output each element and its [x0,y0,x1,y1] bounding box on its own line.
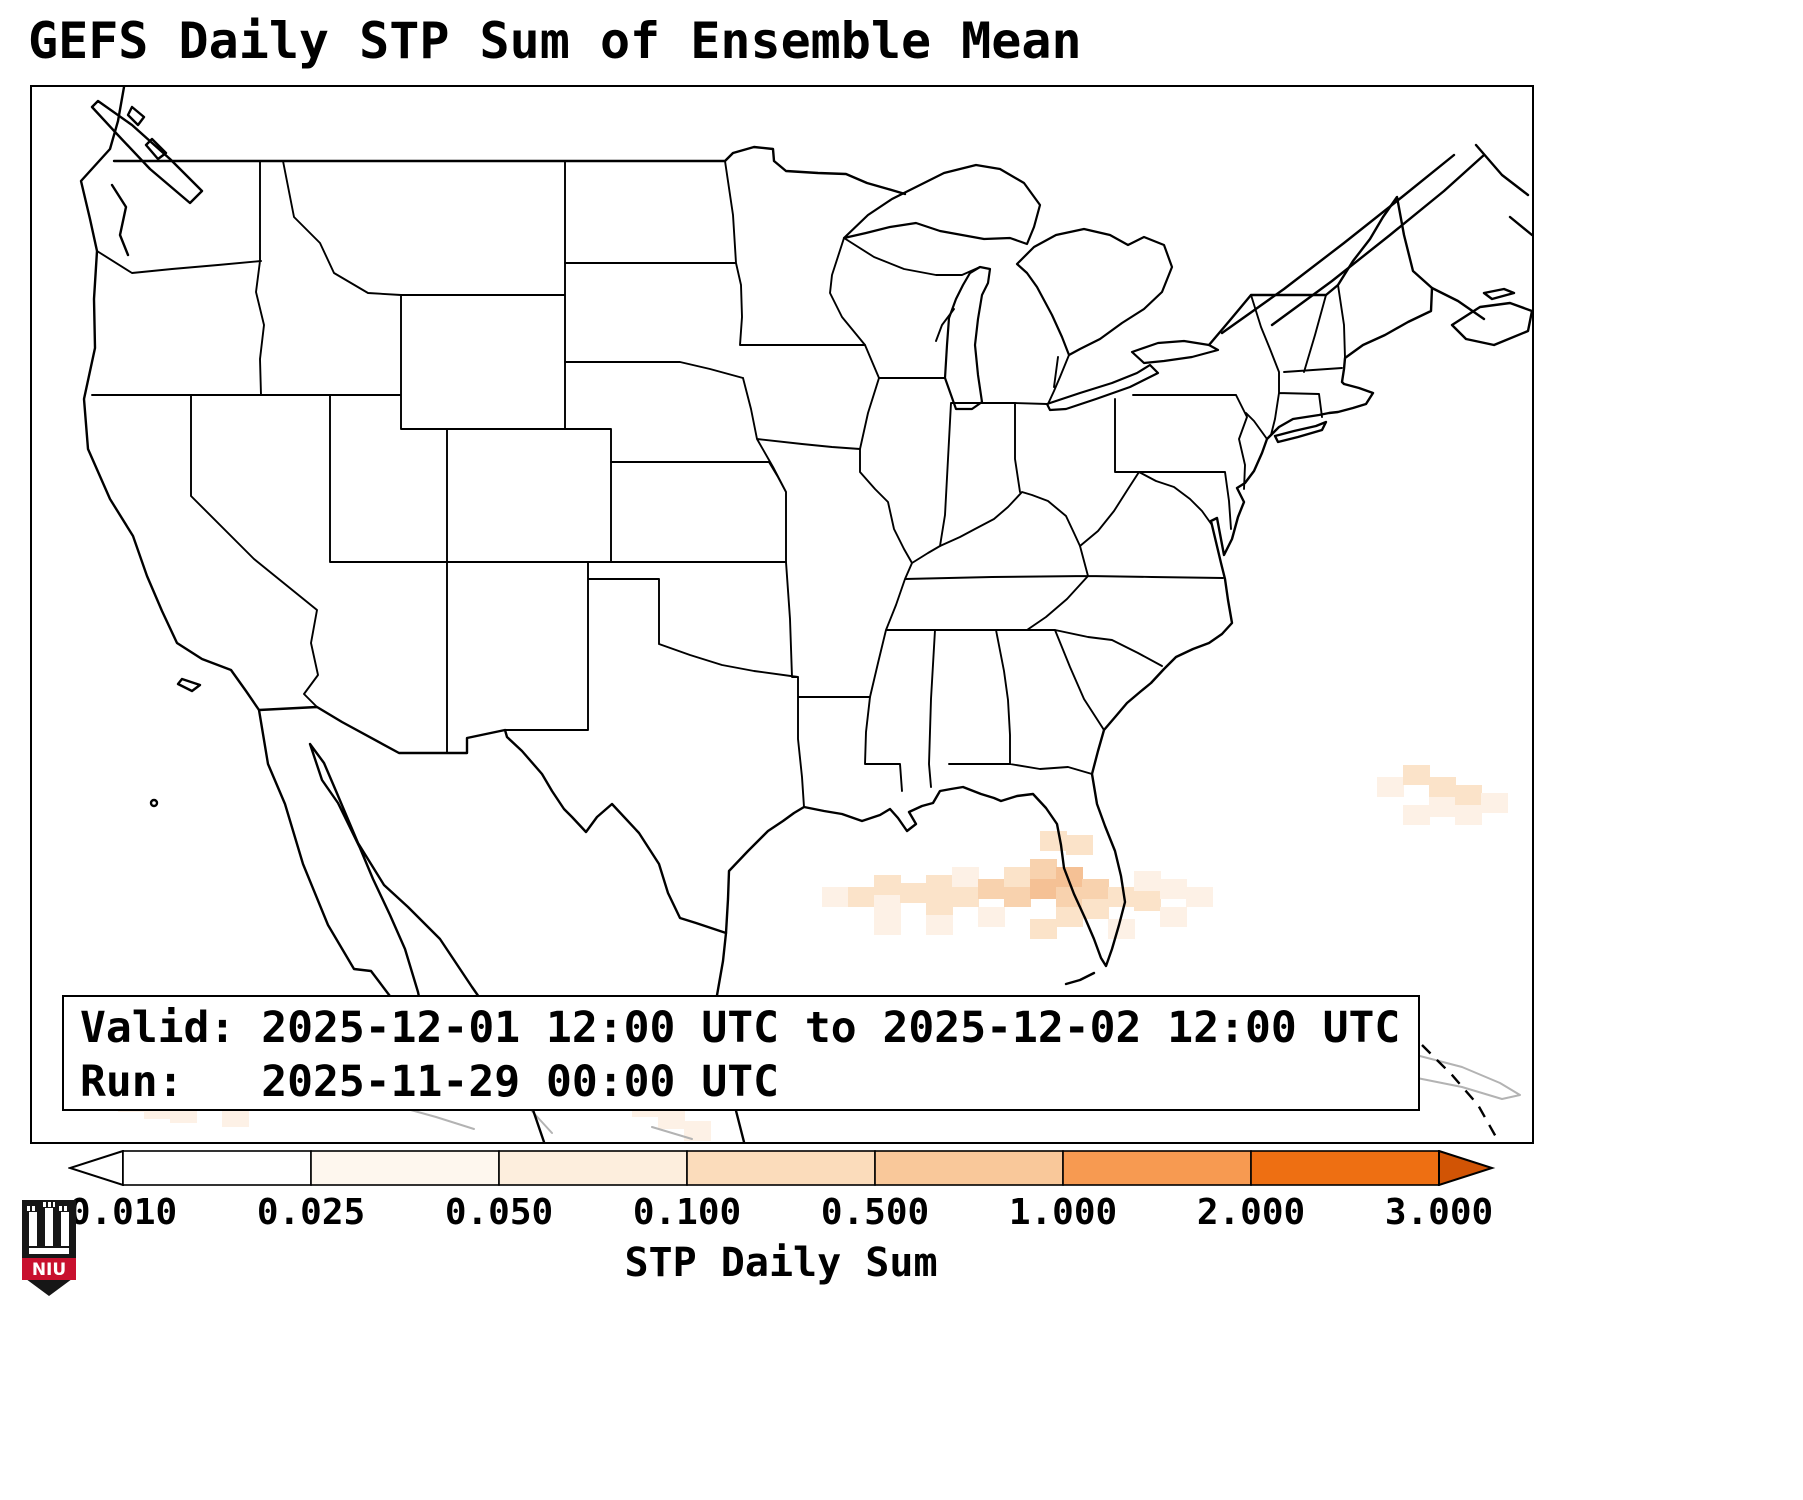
colorbar-segment [310,1150,500,1186]
state-borders [91,160,1346,808]
great-lakes [842,163,1220,412]
state-borders-west [91,160,787,754]
lake-huron [1015,227,1174,357]
colorbar-tick: 3.000 [1384,1192,1494,1233]
canada-border-49th [112,145,907,196]
lake-erie [1045,363,1160,412]
gulf-atlantic-coast [724,195,1434,968]
colorbar-segment [686,1150,876,1186]
state-borders-northeast [829,237,1346,547]
long-island [1273,420,1328,444]
dashed-bank-line [1421,1044,1498,1138]
valid-run-box: Valid: 2025-12-01 12:00 UTC to 2025-12-0… [62,995,1420,1111]
colorbar-label: STP Daily Sum [624,1240,938,1286]
colorbar-segment [874,1150,1064,1186]
castle-icon [27,1202,69,1254]
colorbar-tick: 1.000 [1008,1192,1118,1233]
colorbar-segment [498,1150,688,1186]
colorbar-segment [1062,1150,1252,1186]
colorbar-segment [1250,1150,1440,1186]
niu-banner [22,1258,76,1280]
run-line: Run: 2025-11-29 00:00 UTC [80,1057,779,1107]
map-canvas [79,87,1532,1142]
stp-shading-cells [92,765,1508,1141]
colorbar-segments [122,1150,1440,1186]
guadalupe-island [149,798,159,808]
niu-text: NIU [32,1260,66,1280]
coastlines-national-borders [79,87,1532,1142]
colorbar-tick: 0.025 [256,1192,366,1233]
lake-superior [842,163,1042,246]
pacific-northwest-islands [90,99,204,257]
colorbar-segment [122,1150,312,1186]
colorbar-over-arrow [1438,1150,1496,1186]
lake-ontario [1130,339,1220,365]
colorbar [68,1150,1496,1186]
canada-east-coast [1220,143,1532,347]
mexico-east-rio-grande-border [257,705,746,1142]
valid-line: Valid: 2025-12-01 12:00 UTC to 2025-12-0… [80,1003,1401,1053]
conus-map: Valid: 2025-12-01 12:00 UTC to 2025-12-0… [30,85,1534,1144]
state-borders-central [504,160,871,808]
small-islands-keys [176,677,1096,986]
lake-michigan [943,265,992,411]
colorbar-tick: 0.100 [632,1192,742,1233]
pacific-coast-mexico-west [79,87,546,1142]
colorbar-tick: 2.000 [1196,1192,1306,1233]
page-title: GEFS Daily STP Sum of Ensemble Mean [28,12,1082,70]
colorbar-tick: 0.500 [820,1192,930,1233]
colorbar-tick: 0.050 [444,1192,554,1233]
colorbar-tick: 0.010 [68,1192,178,1233]
niu-logo: NIU [22,1200,76,1296]
state-borders-southeast [859,377,1224,792]
colorbar-under-arrow [68,1150,124,1186]
